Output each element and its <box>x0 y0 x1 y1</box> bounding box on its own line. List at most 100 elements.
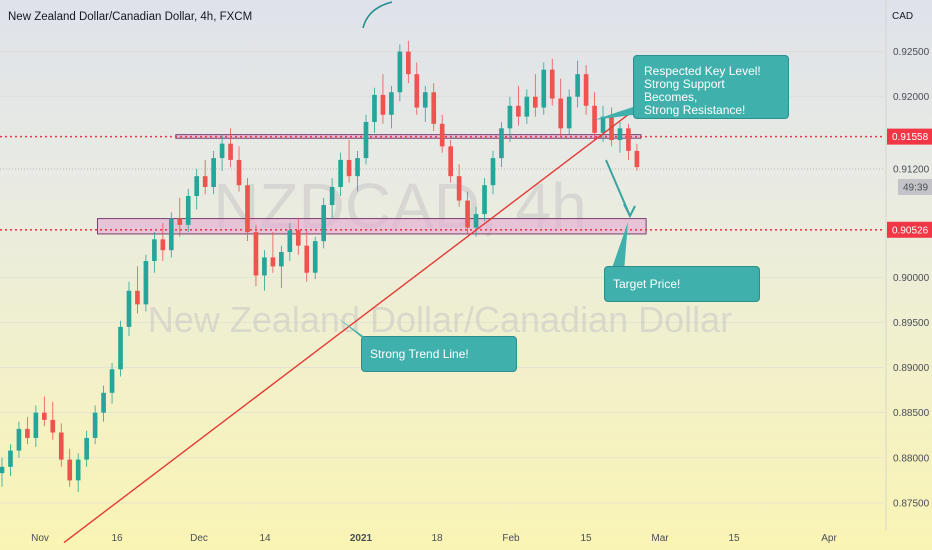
scroll-curve <box>362 1 393 29</box>
candle-body <box>532 96 538 108</box>
candle-body <box>84 437 89 460</box>
candle-body <box>25 428 30 438</box>
target-pointer <box>612 222 628 272</box>
trend-line-group <box>63 112 631 544</box>
watermark: NZDCAD, 4h New Zealand Dollar/Canadian D… <box>148 170 732 340</box>
candle-body <box>634 150 640 168</box>
candle-body <box>118 326 123 370</box>
x-tick-label: Mar <box>651 533 669 544</box>
candle-body <box>287 230 293 252</box>
last-price-label: 0.91200 <box>893 164 930 175</box>
price-tag <box>887 128 932 145</box>
candle-body <box>194 176 200 197</box>
y-tick-label: 0.88500 <box>893 408 930 419</box>
candle-body <box>422 92 428 108</box>
candle-body <box>58 432 64 460</box>
candle-body <box>541 69 547 108</box>
countdown-label: 49:39 <box>903 182 928 193</box>
candle-body <box>338 159 343 187</box>
candle-body <box>372 94 377 122</box>
trend-line-label: Strong Trend Line! <box>370 347 469 361</box>
y-tick-label: 0.89000 <box>893 363 930 374</box>
candle-body <box>321 205 327 242</box>
candle-body <box>482 185 487 215</box>
y-tick-label: 0.92500 <box>893 47 930 58</box>
candle-body <box>177 218 183 225</box>
y-tick-label: 0.92000 <box>893 92 930 103</box>
key-level-line-2: Strong Support Becomes, <box>644 77 725 104</box>
x-tick-label: 15 <box>580 533 592 544</box>
candle-body <box>245 185 250 233</box>
target-price-label: Target Price! <box>613 277 681 291</box>
candle-body <box>355 158 360 177</box>
candle-body <box>507 105 513 129</box>
candles <box>0 40 640 493</box>
key-level-callout[interactable]: Respected Key Level! Strong Support Beco… <box>633 55 789 119</box>
currency-label[interactable]: CAD <box>892 11 913 22</box>
candle-body <box>448 146 453 177</box>
candle-body <box>126 290 132 327</box>
candle-body <box>431 92 437 124</box>
price-tag-label: 0.91558 <box>892 132 929 143</box>
countdown-tag <box>898 178 932 195</box>
arrow-head <box>623 203 636 219</box>
y-tick-label: 0.90000 <box>893 273 930 284</box>
candle-body <box>50 419 56 433</box>
candle-body <box>583 74 589 106</box>
candle-body <box>135 290 140 305</box>
x-tick-label: 14 <box>259 533 271 544</box>
price-lines: 0.91558 0.90526 49:39 <box>0 128 932 238</box>
candle-body <box>0 466 5 474</box>
x-tick-label: Feb <box>502 533 520 544</box>
price-tag <box>887 221 932 238</box>
candle-body <box>549 69 555 99</box>
candle-body <box>152 239 157 262</box>
candle-body <box>75 459 81 481</box>
x-tick-label: 18 <box>431 533 443 544</box>
candle-body <box>592 105 597 133</box>
watermark-name: New Zealand Dollar/Canadian Dollar <box>148 299 732 340</box>
candle-body <box>304 245 310 273</box>
candle-body <box>33 412 39 438</box>
candle-body <box>439 123 445 147</box>
candle-body <box>397 51 403 93</box>
x-tick-label: 15 <box>728 533 740 544</box>
candle-body <box>363 122 369 159</box>
key-zone <box>96 218 647 235</box>
candle-body <box>389 92 394 115</box>
candle-body <box>312 241 318 273</box>
candle-body <box>41 412 47 420</box>
currency-code: CAD <box>892 11 914 22</box>
x-tick-label: Apr <box>821 533 837 544</box>
price-axis: 0.92500 0.92000 0.90000 0.89500 0.89000 0.885… <box>885 0 930 530</box>
candle-body <box>600 116 606 133</box>
candle-body <box>143 261 149 305</box>
trend-line-callout[interactable]: Strong Trend Line! <box>361 336 517 372</box>
x-tick-label: Nov <box>31 533 49 544</box>
candle-body <box>253 232 259 276</box>
candle-body <box>346 159 352 177</box>
candle-body <box>609 116 614 141</box>
x-tick-label: 16 <box>111 533 123 544</box>
candle-body <box>490 158 496 186</box>
candle-body <box>160 239 166 251</box>
candle-body <box>168 218 174 251</box>
candle-body <box>185 196 191 225</box>
candle-body <box>101 392 106 413</box>
candle-body <box>92 412 98 438</box>
candle-body <box>67 459 73 481</box>
candle-body <box>329 186 335 206</box>
candle-body <box>524 96 530 117</box>
y-tick-label: 0.89500 <box>893 318 930 329</box>
time-axis: Nov 16 Dec 14 2021 18 Feb 15 Mar 15 Apr <box>31 533 837 544</box>
candle-body <box>262 257 267 276</box>
candle-body <box>414 74 420 108</box>
target-price-callout[interactable]: Target Price! <box>604 266 760 302</box>
key-level-line-3: Strong Resistance! <box>644 103 746 117</box>
candle-body <box>211 158 216 187</box>
candle-body <box>516 105 521 117</box>
candle-body <box>626 128 631 151</box>
candle-body <box>295 230 301 246</box>
